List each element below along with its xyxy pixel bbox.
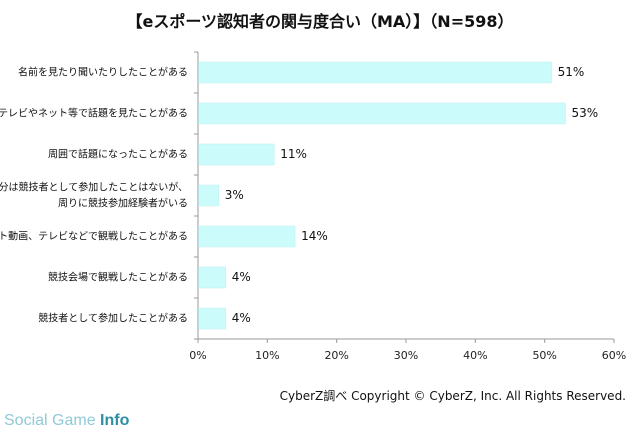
chart-title: 【eスポーツ認知者の関与度合い（MA）】（N=598）: [126, 12, 514, 31]
bar: [198, 307, 226, 330]
axis-layer: [194, 51, 615, 343]
x-tick-label: 40%: [463, 349, 487, 362]
x-tick-label: 20%: [324, 349, 348, 362]
category-label: 競技会場で観戦したことがある: [48, 271, 188, 284]
category-label: 自分は競技者として参加したことはないが、: [0, 181, 188, 194]
bar: [198, 61, 552, 84]
value-label: 4%: [232, 270, 251, 284]
value-label: 53%: [571, 106, 598, 120]
bar: [198, 266, 226, 289]
value-label: 3%: [225, 188, 244, 202]
category-label: 周りに競技参加経験者がいる: [58, 197, 188, 210]
bar: [198, 184, 220, 207]
value-label: 14%: [301, 229, 328, 243]
brand-logo-part2: Info: [100, 412, 130, 429]
value-label: 4%: [232, 311, 251, 325]
category-label: ネット動画、テレビなどで観戦したことがある: [0, 230, 188, 243]
source-note: CyberZ調べ Copyright © CyberZ, Inc. All Ri…: [279, 389, 626, 403]
bar: [198, 143, 275, 166]
category-label: 競技者として参加したことがある: [38, 312, 188, 325]
x-tick-label: 60%: [602, 349, 626, 362]
x-tick-label: 10%: [255, 349, 279, 362]
x-tick-label: 0%: [189, 349, 206, 362]
bars-layer: [198, 61, 566, 330]
brand-logo-part1: Social Game: [4, 412, 101, 429]
category-label: 名前を見たり聞いたりしたことがある: [18, 66, 188, 79]
tick-labels: 0% 10% 20% 30% 40% 50% 60%: [189, 349, 626, 362]
x-tick-label: 50%: [532, 349, 556, 362]
brand-logo: Social Game Info: [4, 412, 129, 430]
value-labels: 51% 53% 11% 3% 14% 4% 4%: [225, 65, 598, 325]
category-label: 周囲で話題になったことがある: [48, 148, 188, 161]
value-label: 51%: [558, 65, 585, 79]
bar: [198, 102, 566, 125]
bar: [198, 225, 296, 248]
value-label: 11%: [280, 147, 307, 161]
x-tick-label: 30%: [394, 349, 418, 362]
category-labels: 名前を見たり聞いたりしたことがあるテレビやネット等で話題を見たことがある周囲で話…: [0, 66, 188, 325]
category-label: テレビやネット等で話題を見たことがある: [0, 107, 188, 120]
